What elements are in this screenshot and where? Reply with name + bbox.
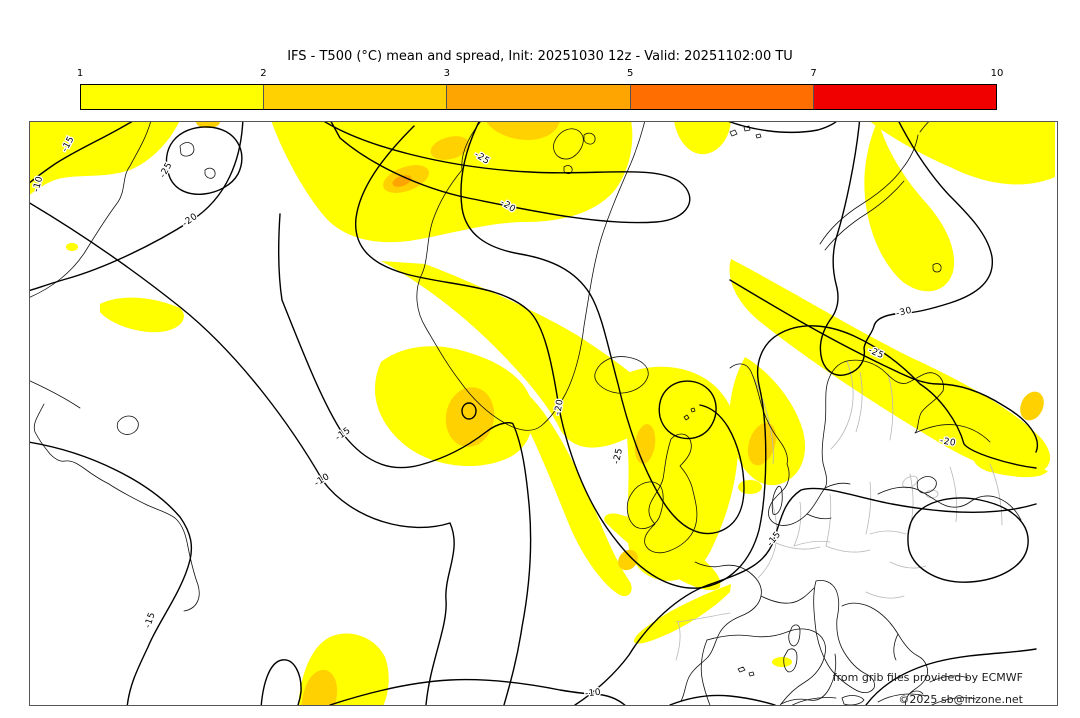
colorbar-tick: 3 xyxy=(443,68,450,79)
attribution-copyright: ©2025 sb@irizone.net xyxy=(898,693,1023,705)
contour-layer xyxy=(30,122,1038,705)
weather-map: -15-10-20-25-25-20-20-25-15-10-15-15-10-… xyxy=(30,122,1055,705)
colorbar-tick: 2 xyxy=(260,68,267,79)
map-frame: -15 -10 -20 -25 -25 -20 -20 -25 -15 -10 -15 -15 -10-… xyxy=(29,121,1058,706)
contour-label: -10 xyxy=(584,688,601,700)
colorbar-segment-2-3 xyxy=(264,85,448,109)
colorbar-segment-7-10 xyxy=(813,85,997,109)
spread-shading-1-2 xyxy=(30,122,1055,705)
colorbar-tick: 5 xyxy=(627,68,634,79)
attribution-source: from grib files provided by ECMWF xyxy=(833,671,1023,684)
country-border-layer xyxy=(675,360,1003,661)
contour-label: -20 xyxy=(181,212,200,229)
contour-label: -15 xyxy=(334,426,353,443)
colorbar-segment-3-5 xyxy=(447,85,631,109)
contour-label: -15 xyxy=(765,530,783,549)
attribution: from grib files provided by ECMWF ©2025 … xyxy=(833,671,1024,705)
map-title: IFS - T500 (°C) mean and spread, Init: 2… xyxy=(287,49,793,64)
colorbar-tick: 1 xyxy=(76,68,84,79)
contour-label: -25 xyxy=(158,161,174,180)
contour-label: -10 xyxy=(313,472,332,489)
contour-label: -15 xyxy=(143,611,158,630)
contour-label: -25 xyxy=(612,447,625,465)
colorbar xyxy=(80,84,997,110)
colorbar-tick: 10 xyxy=(990,68,1004,79)
colorbar-segment-1-2 xyxy=(81,85,265,109)
contour-label: -20 xyxy=(939,436,957,449)
colorbar-ticks: 1 2 3 5 7 10 xyxy=(0,68,1080,82)
coastline-layer xyxy=(30,122,1022,705)
spread-shading-2-3 xyxy=(196,122,1044,705)
contour-label: -30 xyxy=(895,306,913,320)
colorbar-segment-5-7 xyxy=(630,85,814,109)
contour-label: -20 xyxy=(553,398,566,416)
colorbar-tick: 7 xyxy=(810,68,817,79)
